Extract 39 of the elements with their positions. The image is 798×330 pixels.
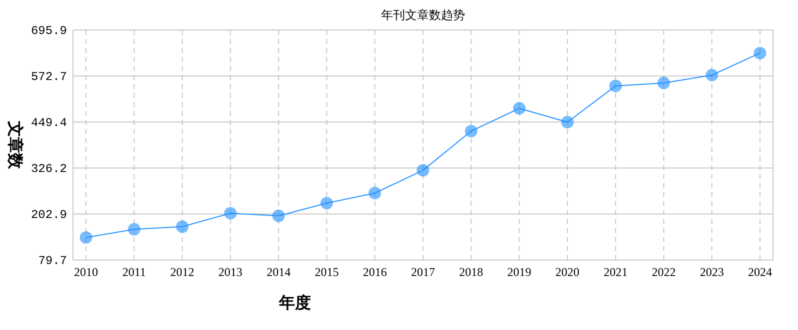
x-tick-label: 2013	[218, 265, 242, 279]
x-tick-label: 2010	[74, 265, 98, 279]
x-tick-label: 2024	[748, 265, 772, 279]
point	[464, 124, 478, 138]
x-tick-label: 2011	[122, 265, 146, 279]
y-tick-label: 572.7	[30, 70, 67, 84]
point	[272, 209, 285, 222]
point	[176, 220, 189, 234]
x-tick-label: 2023	[700, 265, 724, 279]
y-tick-label: 695.9	[30, 24, 67, 38]
point	[128, 222, 141, 236]
y-tick-label: 79.7	[38, 254, 67, 268]
y-axis-title: 文章数	[6, 120, 25, 170]
point	[224, 206, 237, 220]
y-tick-label: 449.4	[30, 116, 67, 130]
x-tick-label: 2019	[507, 265, 532, 279]
x-axis-title: 年度	[278, 293, 311, 312]
point	[512, 102, 526, 115]
chart-title: 年刊文章数趋势	[381, 8, 465, 22]
point	[705, 68, 718, 82]
point	[609, 80, 622, 92]
point	[368, 186, 382, 200]
x-tick-label: 2021	[604, 265, 628, 279]
x-tick-label: 2020	[555, 265, 580, 279]
x-tick-label: 2016	[362, 265, 387, 279]
x-tick-label: 2018	[459, 265, 484, 279]
y-tick-label: 202.9	[30, 208, 67, 222]
x-tick-label: 2012	[170, 265, 194, 279]
x-tick-label: 2017	[411, 265, 435, 279]
point	[320, 196, 334, 210]
point	[416, 164, 430, 177]
x-tick-label: 2015	[314, 265, 339, 279]
x-tick-label: 2014	[266, 265, 291, 279]
point	[657, 76, 670, 90]
point	[561, 116, 574, 129]
x-tick-label: 2022	[652, 265, 676, 279]
point	[754, 46, 766, 60]
point	[80, 231, 92, 244]
y-tick-label: 326.2	[30, 162, 67, 176]
